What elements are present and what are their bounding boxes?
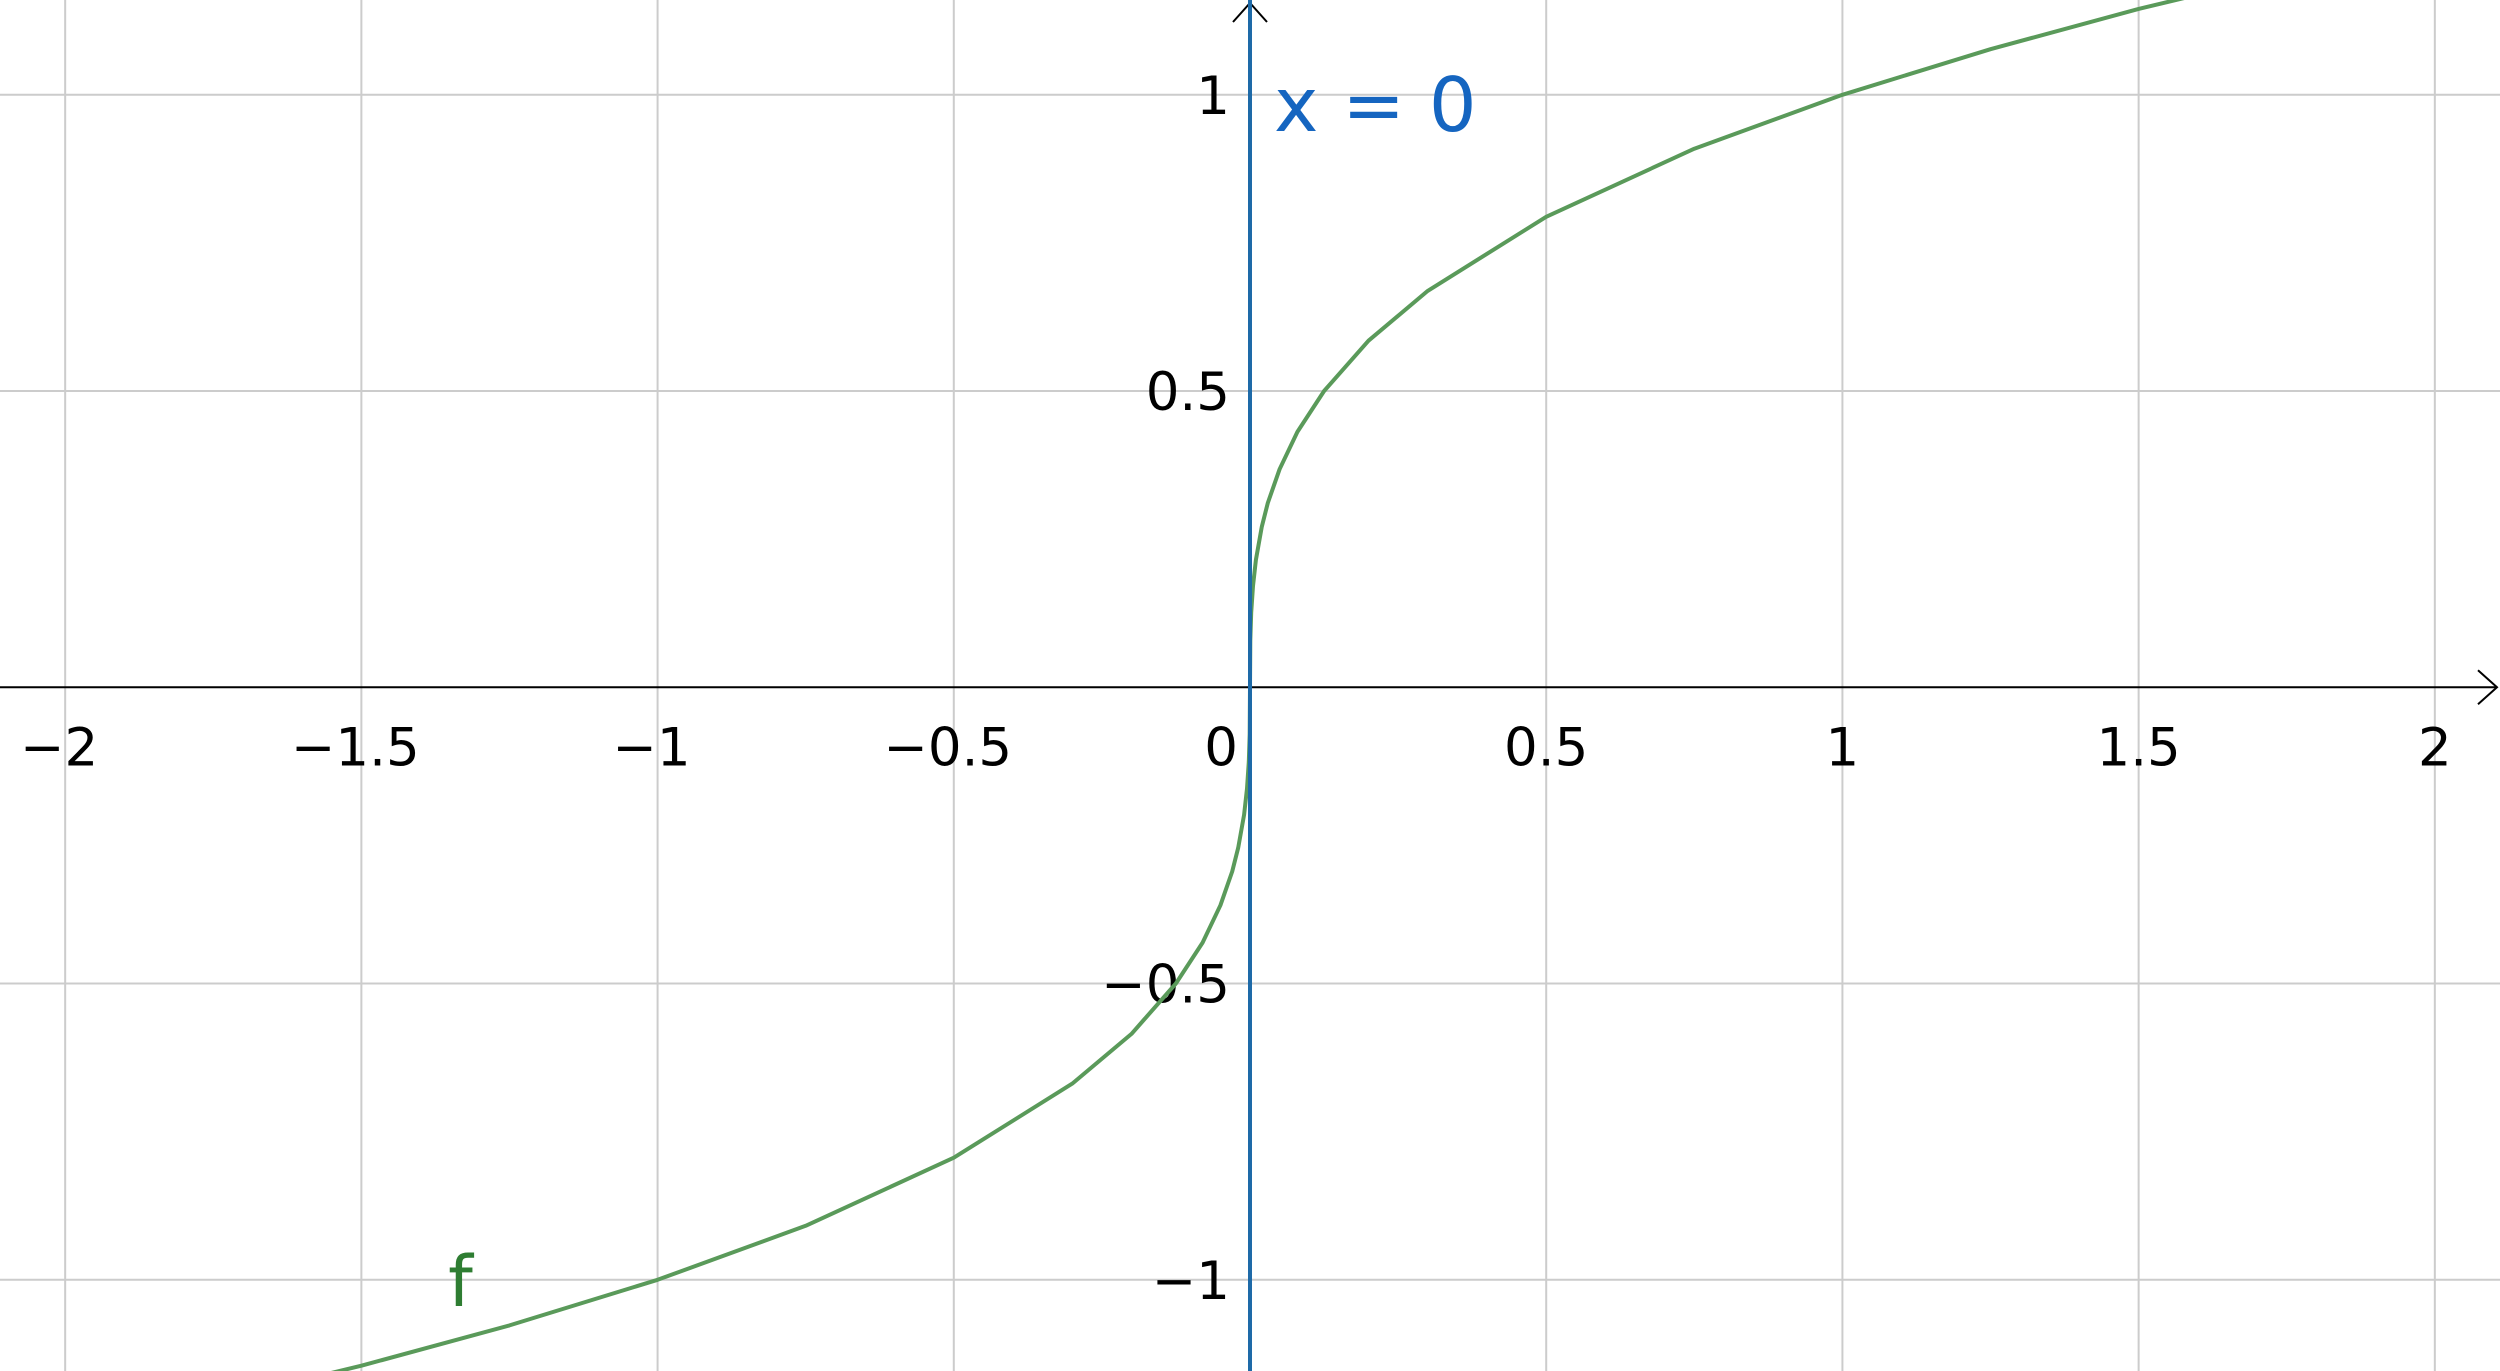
x-tick-label: 0.5	[1504, 717, 1588, 778]
x-axis-arrow-icon	[2477, 669, 2499, 706]
x-tick-label: 1.5	[2096, 717, 2180, 778]
y-tick-label: 1	[1196, 66, 1230, 127]
x-tick-label: −0.5	[883, 717, 1012, 778]
x-tick-label: −1.5	[291, 717, 420, 778]
y-tick-label: −1	[1152, 1251, 1230, 1312]
x-tick-label: 0	[1204, 717, 1238, 778]
tick-labels: −2 −1.5 −1 −0.5 0 0.5 1 1.5 2 −1 −0.5 0.5 1	[20, 66, 2452, 1312]
x-tick-label: −1	[613, 717, 691, 778]
y-tick-label: −0.5	[1101, 955, 1230, 1016]
x-tick-label: 2	[2418, 717, 2452, 778]
asymptote-label: x = 0	[1274, 61, 1477, 149]
x-tick-label: −2	[20, 717, 98, 778]
x-tick-label: 1	[1826, 717, 1860, 778]
series-label-f: f	[448, 1241, 474, 1323]
y-tick-label: 0.5	[1146, 362, 1230, 423]
